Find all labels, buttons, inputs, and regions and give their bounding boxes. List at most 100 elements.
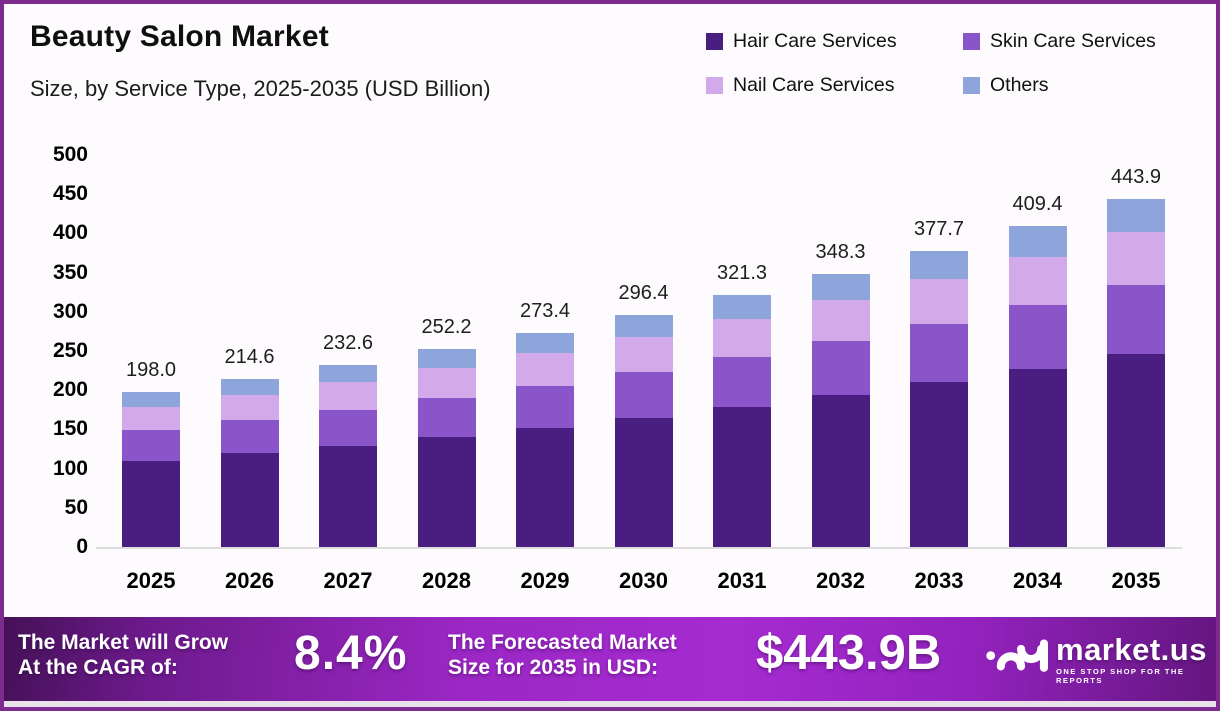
x-axis-line [96,547,1182,549]
bar-segment-2032-hair-care-services [811,395,870,547]
bar-segment-2025-others [122,391,180,407]
x-axis-tick-2025: 2025 [126,568,176,593]
logo-name: market.us [1056,632,1207,667]
bar-total-label-2026: 214.6 [224,345,275,368]
bar-segment-2028-nail-care-services [417,368,476,399]
forecast-label: The Forecasted Market Size for 2035 in U… [448,630,677,680]
bar-segment-2025-skin-care-services [122,430,180,461]
bar-segment-2030-nail-care-services [614,336,673,372]
forecast-label-line2: Size for 2035 in USD: [448,656,659,679]
bar-total-label-2027: 232.6 [322,331,374,354]
cagr-label: The Market will Grow At the CAGR of: [18,630,228,680]
legend-item-others: Others [963,74,1049,97]
bar-segment-2033-skin-care-services [910,324,968,383]
bar-segment-2030-hair-care-services [614,417,673,547]
x-axis-tick-2027: 2027 [323,568,373,593]
legend-swatch-icon [706,77,723,94]
market-us-logo[interactable]: market.us ONE STOP SHOP FOR THE REPORTS [986,629,1216,690]
bar-segment-2029-hair-care-services [516,427,574,547]
legend-label: Hair Care Services [733,30,897,52]
y-axis-tick-150: 150 [52,417,88,441]
legend-swatch-icon [706,33,723,50]
bar-total-label-2033: 377.7 [913,217,965,240]
bar-segment-2026-others [220,378,279,395]
bar-segment-2035-hair-care-services [1107,353,1165,547]
bar-segment-2031-skin-care-services [713,357,771,407]
legend-swatch-icon [963,33,980,50]
bar-segment-2029-others [516,332,574,354]
bar-segment-2035-nail-care-services [1107,232,1165,285]
y-axis-tick-50: 50 [64,495,88,519]
bar-segment-2034-hair-care-services [1008,368,1067,547]
legend-label: Others [990,74,1049,96]
market-us-logo-icon [986,629,1048,690]
bar-segment-2028-others [417,349,476,369]
bar-segment-2030-others [614,314,673,337]
bar-segment-2032-nail-care-services [811,300,870,342]
y-axis-tick-400: 400 [52,221,88,245]
bar-segment-2026-hair-care-services [220,453,279,547]
x-axis-tick-2032: 2032 [816,568,865,593]
page-subtitle: Size, by Service Type, 2025-2035 (USD Bi… [30,76,491,101]
bar-segment-2033-others [910,250,968,280]
legend-item-hair-care-services: Hair Care Services [706,30,897,53]
x-axis-tick-2034: 2034 [1013,568,1062,593]
forecast-value: $443.9B [756,626,942,680]
bar-segment-2030-skin-care-services [614,372,673,418]
bar-segment-2029-skin-care-services [516,385,574,428]
bar-segment-2031-nail-care-services [713,319,771,358]
y-axis-tick-200: 200 [52,378,88,402]
legend-swatch-icon [963,77,980,94]
bar-segment-2025-hair-care-services [122,460,180,547]
y-axis-tick-500: 500 [52,143,88,166]
bar-segment-2031-hair-care-services [713,406,771,547]
legend-label: Skin Care Services [990,30,1156,52]
bar-segment-2032-skin-care-services [811,341,870,396]
y-axis-tick-250: 250 [52,339,88,362]
bottom-strip [4,701,1216,707]
bar-segment-2033-nail-care-services [910,279,968,325]
bar-segment-2034-others [1008,226,1067,257]
x-axis-tick-2030: 2030 [619,568,668,593]
bar-segment-2027-nail-care-services [319,382,377,410]
legend-label: Nail Care Services [733,74,895,96]
x-axis-tick-2028: 2028 [422,568,471,593]
bar-total-label-2029: 273.4 [519,299,571,322]
bar-segment-2027-others [319,364,377,383]
cagr-value: 8.4% [294,627,408,680]
bar-total-label-2031: 321.3 [716,262,768,285]
bar-segment-2032-others [811,273,870,301]
bar-segment-2026-nail-care-services [220,394,279,421]
y-axis-tick-100: 100 [52,456,88,480]
x-axis-tick-2031: 2031 [717,568,767,593]
x-axis-tick-2033: 2033 [914,568,964,593]
y-axis-tick-300: 300 [52,299,88,323]
cagr-label-line2: At the CAGR of: [18,656,178,679]
footer-banner: The Market will Grow At the CAGR of: 8.4… [4,617,1216,705]
bar-segment-2025-nail-care-services [122,406,180,431]
y-axis-tick-450: 450 [52,182,88,206]
bar-total-label-2028: 252.2 [421,316,472,339]
cagr-label-line1: The Market will Grow [18,631,229,654]
logo-tagline: ONE STOP SHOP FOR THE REPORTS [1056,667,1185,685]
x-axis-tick-2026: 2026 [225,568,274,593]
bar-segment-2026-skin-care-services [220,420,279,454]
x-axis-tick-2035: 2035 [1111,568,1161,593]
bar-segment-2034-skin-care-services [1008,305,1067,369]
bar-total-label-2030: 296.4 [618,281,669,304]
forecast-label-line1: The Forecasted Market [448,631,677,654]
bar-segment-2034-nail-care-services [1008,256,1067,306]
bar-total-label-2025: 198.0 [125,358,177,381]
bar-total-label-2035: 443.9 [1110,165,1162,188]
bar-segment-2033-hair-care-services [910,382,968,547]
bar-segment-2027-hair-care-services [319,445,377,547]
legend-item-skin-care-services: Skin Care Services [963,30,1156,53]
bar-segment-2028-skin-care-services [417,398,476,438]
page-title: Beauty Salon Market [30,20,329,53]
bar-segment-2028-hair-care-services [417,437,476,547]
bar-segment-2027-skin-care-services [319,409,377,446]
bar-total-label-2034: 409.4 [1012,193,1063,216]
bar-segment-2035-others [1107,198,1165,233]
bar-segment-2035-skin-care-services [1107,284,1165,354]
